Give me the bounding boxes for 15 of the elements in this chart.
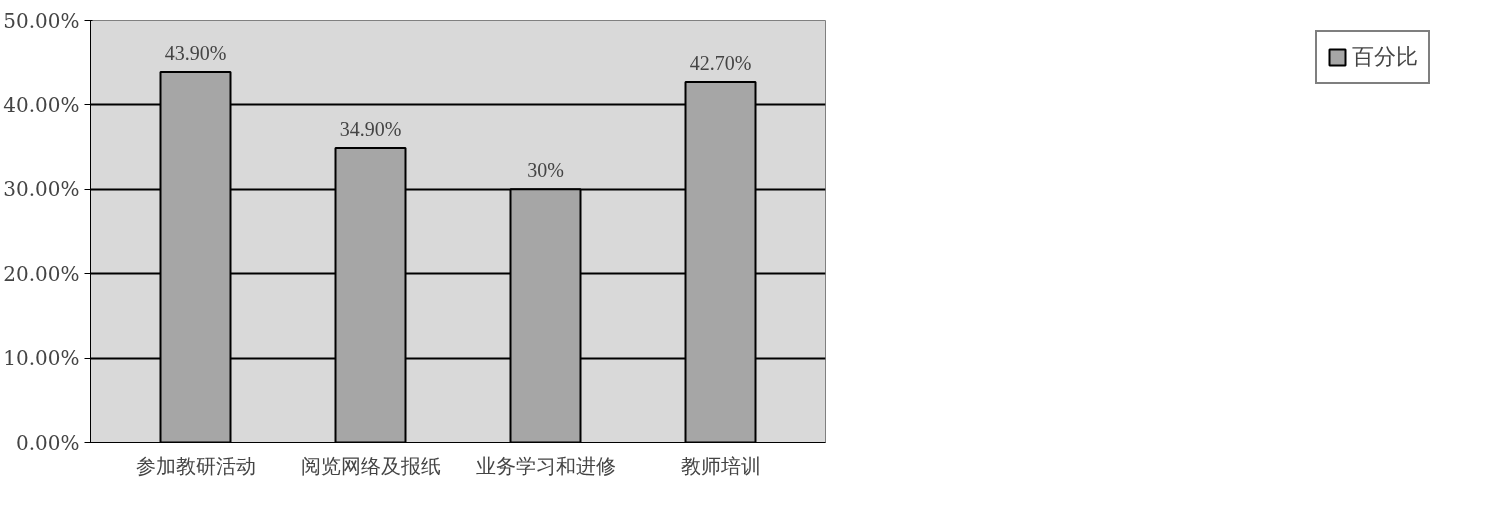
legend-label: 百分比: [1352, 43, 1418, 71]
y-tick-label: 40.00%: [3, 92, 80, 117]
data-label: 43.90%: [164, 41, 227, 64]
y-tick-label: 30.00%: [3, 177, 80, 202]
y-tick-label: 50.00%: [3, 8, 80, 33]
data-label: 42.70%: [689, 52, 752, 75]
y-tick-label: 20.00%: [3, 261, 80, 286]
x-tick-label: 教师培训: [680, 453, 761, 478]
y-tick-label: 0.00%: [15, 430, 80, 455]
data-label: 34.90%: [339, 117, 402, 140]
data-label: 30%: [527, 159, 564, 182]
y-tick-label: 10.00%: [3, 346, 80, 371]
x-tick-label: 业务学习和进修: [475, 453, 616, 478]
x-tick-label: 参加教研活动: [135, 453, 256, 478]
x-tick-label: 阅览网络及报纸: [300, 453, 441, 478]
